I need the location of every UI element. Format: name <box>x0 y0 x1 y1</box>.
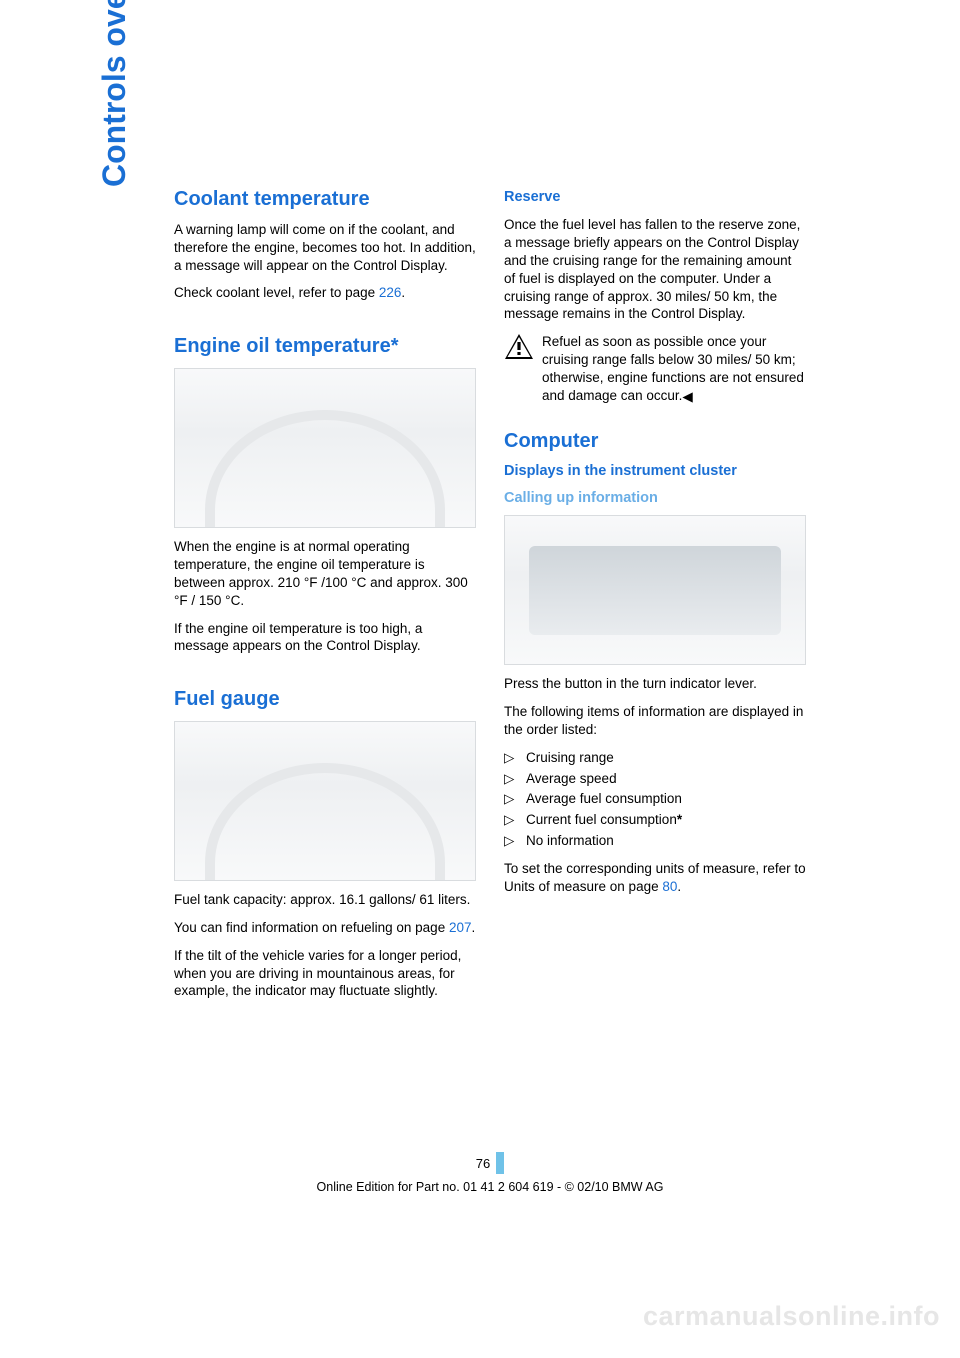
side-tab-label: Controls overview <box>96 0 133 187</box>
figure-oil-temp-gauge <box>174 368 476 528</box>
heading-displays-cluster: Displays in the instrument cluster <box>504 463 806 480</box>
list-item: ▷Average speed <box>504 770 806 788</box>
body-text: If the tilt of the vehicle varies for a … <box>174 947 476 1000</box>
heading-calling-up-info: Calling up information <box>504 490 806 507</box>
heading-reserve: Reserve <box>504 189 806 206</box>
bullet-icon: ▷ <box>504 832 526 850</box>
info-list: ▷Cruising range▷Average speed▷Average fu… <box>504 749 806 850</box>
body-text: A warning lamp will come on if the coola… <box>174 221 476 274</box>
page-number-bar <box>496 1152 504 1174</box>
footer-copyright: Online Edition for Part no. 01 41 2 604 … <box>174 1180 806 1194</box>
content-columns: Coolant temperature A warning lamp will … <box>174 187 806 1010</box>
manual-page: Controls overview Coolant temperature A … <box>0 0 960 1358</box>
footnote-star-icon: * <box>677 812 682 827</box>
page-link-226[interactable]: 226 <box>379 285 402 300</box>
body-text: Once the fuel level has fallen to the re… <box>504 216 806 323</box>
page-number-wrap: 76 <box>174 1152 806 1174</box>
body-text: Fuel tank capacity: approx. 16.1 gallons… <box>174 891 476 909</box>
bullet-icon: ▷ <box>504 790 526 808</box>
page-number: 76 <box>476 1156 496 1171</box>
text: . <box>401 285 405 300</box>
watermark: carmanualsonline.info <box>643 1301 940 1332</box>
bullet-icon: ▷ <box>504 749 526 767</box>
page-link-207[interactable]: 207 <box>449 920 472 935</box>
page-link-80[interactable]: 80 <box>662 879 677 894</box>
end-warning-icon: ◀ <box>682 388 692 406</box>
body-text: To set the corresponding units of measur… <box>504 860 806 896</box>
warning-note: Refuel as soon as possible once your cru… <box>504 333 806 404</box>
left-column: Coolant temperature A warning lamp will … <box>174 187 476 1010</box>
figure-fuel-gauge <box>174 721 476 881</box>
heading-engine-oil-temperature: Engine oil temperature* <box>174 334 476 358</box>
warning-icon <box>504 333 534 360</box>
body-text: If the engine oil temperature is too hig… <box>174 620 476 656</box>
right-column: Reserve Once the fuel level has fallen t… <box>504 187 806 1010</box>
body-text: The following items of information are d… <box>504 703 806 739</box>
body-text: Press the button in the turn indicator l… <box>504 675 806 693</box>
list-item: ▷Cruising range <box>504 749 806 767</box>
list-item: ▷Average fuel consumption <box>504 790 806 808</box>
list-item: ▷No information <box>504 832 806 850</box>
text: To set the corresponding units of measur… <box>504 861 806 894</box>
heading-fuel-gauge: Fuel gauge <box>174 687 476 711</box>
figure-instrument-display <box>504 515 806 665</box>
list-item: ▷Current fuel consumption* <box>504 811 806 829</box>
bullet-icon: ▷ <box>504 770 526 788</box>
heading-coolant-temperature: Coolant temperature <box>174 187 476 211</box>
list-item-text: Current fuel consumption* <box>526 811 806 829</box>
body-text: You can find information on refueling on… <box>174 919 476 937</box>
bullet-icon: ▷ <box>504 811 526 829</box>
body-text: Check coolant level, refer to page 226. <box>174 284 476 302</box>
heading-computer: Computer <box>504 429 806 453</box>
list-item-text: Average fuel consumption <box>526 790 806 808</box>
list-item-text: Average speed <box>526 770 806 788</box>
text: Refuel as soon as possible once your cru… <box>542 334 804 402</box>
warning-text: Refuel as soon as possible once your cru… <box>542 333 806 404</box>
list-item-text: Cruising range <box>526 749 806 767</box>
body-text: When the engine is at normal operating t… <box>174 538 476 609</box>
text: . <box>677 879 681 894</box>
text: Check coolant level, refer to page <box>174 285 379 300</box>
text: . <box>471 920 475 935</box>
list-item-text: No information <box>526 832 806 850</box>
text: You can find information on refueling on… <box>174 920 449 935</box>
